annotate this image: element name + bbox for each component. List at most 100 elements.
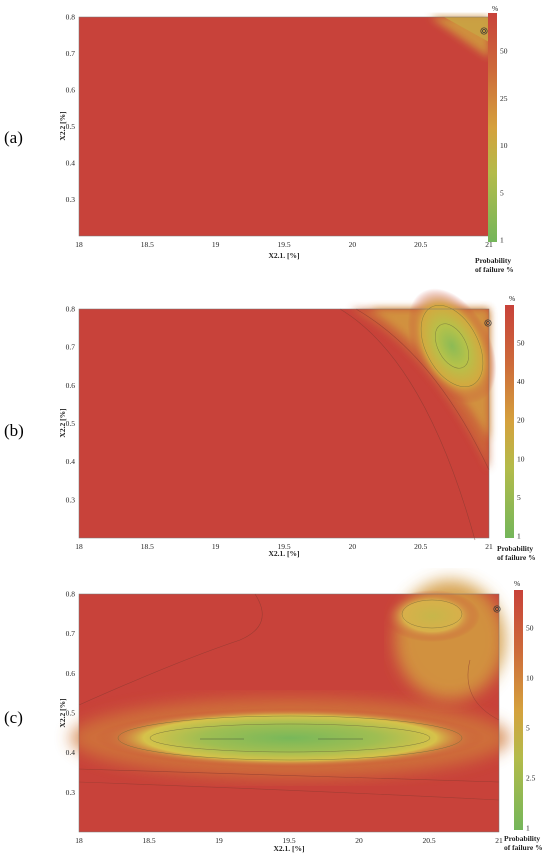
panel-b-y-tick-2: 0.5 [66,419,76,428]
panel-a-low-core [444,17,489,42]
panel-a-field [79,17,489,236]
panel-b-colorbar-unit: % [509,294,515,303]
panel-c-x-tick-0: 18 [75,836,83,845]
panel-c-x-tick-4: 20 [355,836,363,845]
panel-c-plot [70,580,510,832]
panel-a-colorbar-tick-3: 25 [500,94,508,103]
panel-b-x-tick-1: 18.5 [141,542,154,551]
panel-b-low-region [407,288,497,404]
panel-c-colorbar-title-2: of failure % [504,843,543,852]
panel-c-x-tick-3: 19.5 [282,836,295,845]
panel-c-colorbar-tick-0: 1 [526,824,530,833]
panel-a-x-tick-6: 21 [485,240,493,249]
panel-c-colorbar-scale [514,590,523,830]
panel-a-y-ticks: 0.3 0.4 0.5 0.6 0.7 0.8 [66,13,76,205]
panel-c-x-ticks: 18 18.5 19 19.5 20 20.5 21 [75,836,503,845]
panel-a-colorbar-tick-1: 5 [500,188,504,197]
panel-a-colorbar-unit: % [492,4,498,13]
panel-b-colorbar-tick-0: 1 [517,532,521,541]
panel-c-y-tick-2: 0.5 [66,709,76,718]
panel-a-colorbar-tick-2: 10 [500,141,508,150]
panel-a-label: (a) [4,128,23,147]
panel-c-x-tick-2: 19 [215,836,223,845]
panel-c-y-tick-5: 0.8 [66,590,76,599]
panel-a-colorbar-title-2: of failure % [475,265,514,274]
panel-c-upper-region [384,590,480,642]
panel-c-y-tick-0: 0.3 [66,788,76,797]
panel-c-x-tick-6: 21 [495,836,503,845]
panel-b-colorbar-tick-3: 20 [517,416,525,425]
panel-c-marker [493,605,501,613]
panel-a-x-tick-2: 19 [212,240,220,249]
panel-c-x-tick-5: 20.5 [422,836,435,845]
panel-b-colorbar: % 1 5 10 20 40 50 Probability of failure % [497,294,536,562]
panel-b-y-tick-1: 0.4 [66,457,76,466]
panel-a-x-tick-0: 18 [75,240,83,249]
panel-b-colorbar-title-1: Probability [497,544,533,553]
panel-c-colorbar-tick-4: 50 [526,624,534,633]
panel-b-y-tick-4: 0.7 [66,343,76,352]
panel-b-plot [79,288,497,541]
panel-c-label: (c) [4,708,23,727]
panel-c: (c) 18 18.5 19 19.5 20 20.5 21 0.3 0.4 0.5 0.6 0.7… [4,579,543,853]
panel-b-x-tick-0: 18 [75,542,83,551]
panel-b-y-tick-0: 0.3 [66,495,76,504]
panel-b-label: (b) [4,421,24,440]
panel-a-x-tick-1: 18.5 [141,240,154,249]
panel-b-x-tick-2: 19 [212,542,220,551]
panel-b: (b) 18 18.5 19 19.5 20 20.5 21 0.3 0.4 0.5 0.6 0.7… [4,288,536,562]
panel-c-colorbar-title-1: Probability [504,834,540,843]
panel-a-x-label: X2.1. [%] [268,251,299,260]
panel-a-colorbar-title-1: Probability [475,256,511,265]
panel-c-y-ticks: 0.3 0.4 0.5 0.6 0.7 0.8 [66,590,76,797]
panel-a-x-tick-5: 20.5 [414,240,427,249]
panel-a-x-tick-3: 19.5 [277,240,290,249]
panel-c-colorbar-tick-1: 2.5 [526,774,536,783]
panel-b-y-tick-3: 0.6 [66,381,76,390]
panel-b-marker [484,319,492,327]
panel-a: (a) 18 18.5 19 19.5 20 20.5 21 0.3 0.4 0.5 0.6 0.7… [4,4,514,274]
panel-a-x-tick-4: 20 [349,240,357,249]
panel-b-x-tick-3: 19.5 [277,542,290,551]
panel-b-x-tick-5: 20.5 [414,542,427,551]
panel-b-y-label: X2.2 [%] [58,408,67,437]
panel-c-y-tick-3: 0.6 [66,669,76,678]
panel-a-colorbar-scale [488,13,497,242]
panel-b-x-label: X2.1. [%] [268,549,299,558]
panel-a-y-tick-3: 0.6 [66,86,76,95]
panel-c-colorbar-tick-3: 10 [526,674,534,683]
panel-c-low-region [95,708,485,768]
panel-a-y-tick-1: 0.4 [66,159,76,168]
panel-b-colorbar-title-2: of failure % [497,553,536,562]
panel-c-colorbar-tick-2: 5 [526,724,530,733]
panel-b-y-tick-5: 0.8 [66,305,76,314]
panel-a-y-tick-5: 0.8 [66,13,76,22]
panel-a-marker [480,27,488,35]
panel-b-x-ticks: 18 18.5 19 19.5 20 20.5 21 [75,542,493,551]
panel-b-colorbar-scale [505,305,514,538]
panel-c-y-tick-1: 0.4 [66,748,76,757]
panel-b-x-tick-4: 20 [349,542,357,551]
panel-a-colorbar: % 1 5 10 25 50 Probability of failure % [475,4,514,274]
panel-a-y-tick-0: 0.3 [66,195,76,204]
panel-c-colorbar-unit: % [514,579,520,588]
panel-c-y-label: X2.2 [%] [58,698,67,727]
panel-a-colorbar-tick-0: 1 [500,236,504,245]
panel-b-colorbar-tick-2: 10 [517,454,525,463]
panel-b-x-tick-6: 21 [485,542,493,551]
panel-c-x-label: X2.1. [%] [273,844,304,853]
panel-a-y-tick-2: 0.5 [66,122,76,131]
panel-a-y-tick-4: 0.7 [66,49,76,58]
panel-b-colorbar-tick-5: 50 [517,339,525,348]
panel-c-colorbar: % 1 2.5 5 10 50 Probability of failure % [504,579,543,852]
panel-c-x-tick-1: 18.5 [142,836,155,845]
panel-b-colorbar-tick-1: 5 [517,493,521,502]
panel-a-colorbar-tick-4: 50 [500,47,508,56]
panel-a-plot [79,17,489,236]
panel-a-y-label: X2.2 [%] [58,111,67,140]
panel-c-y-tick-4: 0.7 [66,629,76,638]
panel-a-x-ticks: 18 18.5 19 19.5 20 20.5 21 [75,240,493,249]
panel-b-y-ticks: 0.3 0.4 0.5 0.6 0.7 0.8 [66,305,76,505]
panel-b-colorbar-tick-4: 40 [517,377,525,386]
